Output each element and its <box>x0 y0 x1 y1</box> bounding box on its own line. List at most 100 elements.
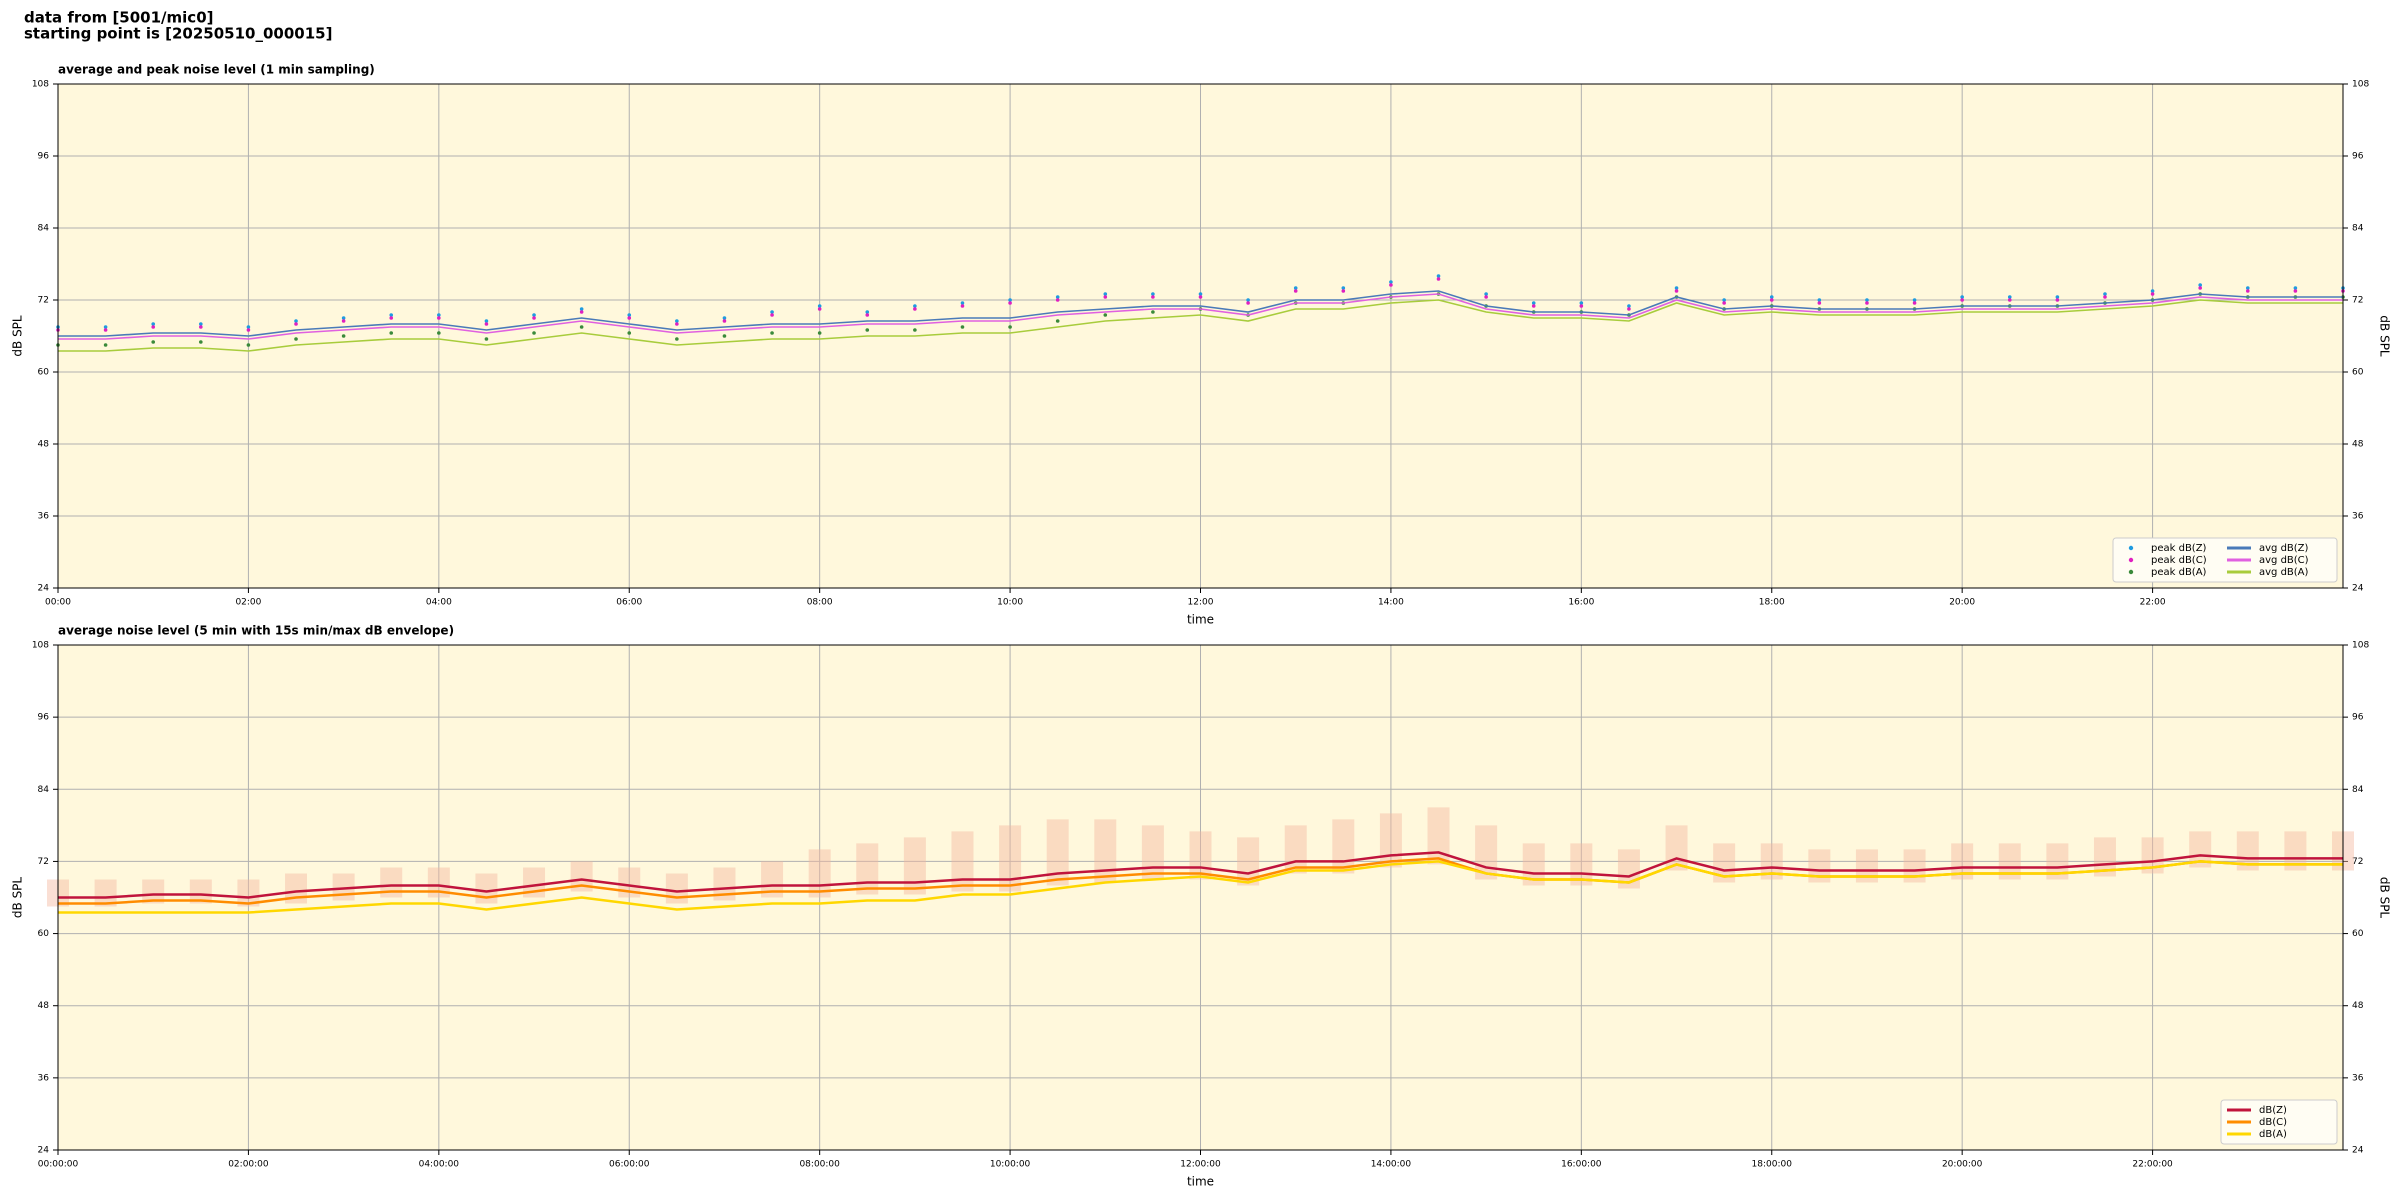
series-point <box>103 328 108 332</box>
series-point <box>1769 295 1774 299</box>
y-tick-label: 24 <box>38 1146 50 1156</box>
x-tick-label: 00:00 <box>45 598 71 608</box>
y-tick-label-right: 36 <box>2352 512 2364 522</box>
series-point <box>1531 301 1536 305</box>
legend-label: avg dB(Z) <box>2259 543 2309 554</box>
series-point <box>1103 295 1108 299</box>
x-tick-label: 08:00 <box>807 598 833 608</box>
series-point <box>1341 286 1346 290</box>
series-point <box>294 322 298 326</box>
y-tick-label: 96 <box>38 713 50 723</box>
series-point <box>1960 295 1964 299</box>
series-point <box>579 310 584 314</box>
legend-swatch <box>2128 545 2134 551</box>
series-point <box>199 340 203 344</box>
series-point <box>437 313 441 317</box>
series-point <box>1912 301 1917 305</box>
header-line: data from [5001/mic0] <box>24 9 214 27</box>
y-tick-label: 96 <box>38 152 50 162</box>
legend-box <box>2112 537 2338 583</box>
series-point <box>2103 295 2107 299</box>
x-tick-label: 08:00:00 <box>799 1160 840 1170</box>
series-point <box>484 337 489 341</box>
series-point <box>1579 301 1584 305</box>
y-tick-label-right: 24 <box>2352 584 2364 594</box>
series-point <box>389 331 394 335</box>
series-point <box>1151 295 1155 299</box>
series-point <box>2103 292 2107 296</box>
series-point <box>1008 325 1012 329</box>
y-tick-label: 60 <box>38 368 50 378</box>
series-point <box>1055 298 1060 302</box>
header-line: starting point is [20250510_000015] <box>24 25 332 43</box>
series-point <box>1008 298 1012 302</box>
y-tick-label-right: 84 <box>2352 785 2364 795</box>
series-point <box>1436 277 1441 281</box>
x-tick-label: 16:00 <box>1568 598 1594 608</box>
series-point <box>294 319 298 323</box>
series-point <box>1151 292 1155 296</box>
plot-frame <box>57 83 2344 589</box>
series-point <box>1484 292 1488 296</box>
legend-swatch <box>2128 569 2134 575</box>
series-point <box>1246 298 1250 302</box>
x-tick-label: 20:00 <box>1949 598 1975 608</box>
series-point <box>865 328 870 332</box>
series-point <box>1579 304 1584 308</box>
x-axis-label: time <box>1187 1175 1214 1189</box>
y-tick-label-right: 48 <box>2352 1001 2364 1011</box>
series-point <box>1341 289 1346 293</box>
y-tick-label-right: 96 <box>2352 713 2364 723</box>
x-tick-label: 18:00:00 <box>1752 1160 1793 1170</box>
x-tick-label: 12:00:00 <box>1180 1160 1221 1170</box>
series-line <box>58 290 2343 337</box>
x-tick-label: 04:00 <box>426 598 452 608</box>
x-tick-label: 00:00:00 <box>38 1160 79 1170</box>
y-axis-label-right: dB SPL <box>2378 315 2392 357</box>
x-tick-label: 18:00 <box>1759 598 1785 608</box>
y-axis-label-right: dB SPL <box>2378 877 2392 919</box>
y-tick-label: 48 <box>38 440 50 450</box>
y-tick-label-right: 36 <box>2352 1073 2364 1083</box>
x-tick-label: 14:00:00 <box>1371 1160 1412 1170</box>
series-point <box>1722 301 1726 305</box>
series-point <box>2245 289 2250 293</box>
series-point <box>1389 283 1393 287</box>
series-point <box>437 331 441 335</box>
series-line <box>58 851 2343 899</box>
series-point <box>1817 298 1822 302</box>
series-point <box>1055 319 1060 323</box>
series-point <box>1674 289 1679 293</box>
x-tick-label: 02:00 <box>235 598 261 608</box>
series-point <box>1865 301 1869 305</box>
y-tick-label-right: 60 <box>2352 929 2364 939</box>
series-point <box>722 319 727 323</box>
x-tick-label: 02:00:00 <box>228 1160 269 1170</box>
series-line <box>58 860 2343 914</box>
series-point <box>913 304 917 308</box>
series-point <box>960 325 965 329</box>
series-point <box>1674 286 1679 290</box>
series-point <box>1627 307 1631 311</box>
series-point <box>1865 298 1869 302</box>
series-point <box>1198 295 1203 299</box>
series-point <box>103 343 108 347</box>
series-line <box>58 299 2343 352</box>
y-tick-label-right: 108 <box>2352 641 2369 651</box>
series-point <box>389 313 394 317</box>
legend-label: avg dB(A) <box>2259 567 2309 578</box>
series-point <box>2198 283 2202 287</box>
series-point <box>484 322 489 326</box>
y-tick-label-right: 60 <box>2352 368 2364 378</box>
legend-label: avg dB(C) <box>2259 555 2309 566</box>
series-point <box>2198 286 2202 290</box>
series-point <box>1151 310 1155 314</box>
series-point <box>2150 292 2155 296</box>
series-point <box>341 316 346 320</box>
series-point <box>1293 286 1298 290</box>
series-point <box>2150 289 2155 293</box>
legend-label: dB(A) <box>2259 1129 2287 1140</box>
series-point <box>246 343 251 347</box>
